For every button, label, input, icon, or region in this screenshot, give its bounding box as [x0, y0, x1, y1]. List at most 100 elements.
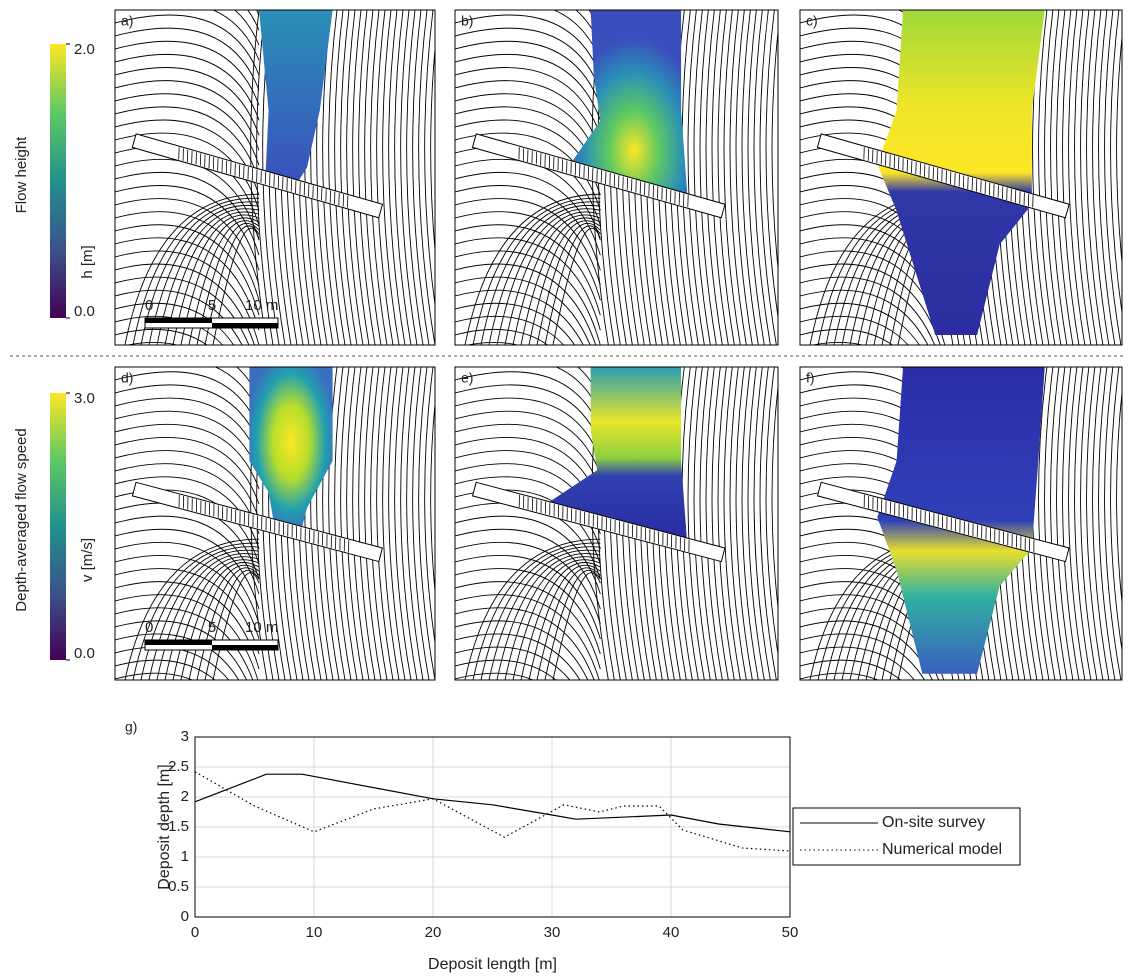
- barrier-hatch: [959, 520, 961, 533]
- contour: [212, 227, 260, 345]
- contour: [455, 250, 601, 345]
- contour: [741, 10, 759, 345]
- barrier-hatch: [566, 160, 568, 173]
- barrier-hatch: [945, 170, 947, 183]
- contour: [164, 211, 260, 345]
- contour: [800, 289, 929, 345]
- contour: [1080, 367, 1098, 680]
- contour: [1056, 367, 1074, 680]
- contour: [115, 289, 243, 345]
- contour: [575, 10, 601, 46]
- contour: [520, 562, 601, 680]
- barrier-hatch: [924, 164, 926, 177]
- contour: [370, 10, 388, 345]
- barrier-hatch: [675, 536, 677, 549]
- barrier-hatch: [928, 165, 930, 178]
- contour: [464, 538, 601, 680]
- barrier-hatch: [596, 169, 598, 182]
- contour: [480, 201, 601, 345]
- contour: [455, 263, 597, 345]
- barrier-hatch: [199, 153, 202, 166]
- contour: [455, 302, 576, 345]
- barrier-hatch: [666, 533, 668, 547]
- contour: [747, 367, 765, 680]
- barrier-hatch: [623, 522, 625, 535]
- barrier-hatch: [618, 175, 620, 188]
- barrier-hatch: [609, 172, 611, 186]
- contour: [412, 367, 430, 680]
- barrier-hatch: [299, 181, 301, 195]
- barrier-hatch: [678, 192, 680, 205]
- contour: [800, 302, 920, 345]
- barrier-hatch: [902, 158, 904, 171]
- barrier-hatch: [597, 515, 599, 528]
- barrier-hatch: [256, 515, 258, 529]
- barrier-hatch: [683, 193, 685, 207]
- contour: [234, 10, 260, 46]
- contour: [204, 225, 260, 345]
- panel-frame: [799, 366, 1123, 681]
- barrier-hatch: [518, 494, 520, 508]
- contour: [115, 211, 260, 301]
- contour: [765, 367, 778, 657]
- barrier: [816, 133, 1070, 219]
- barrier-hatch: [661, 187, 663, 200]
- y-tick-label: 1.5: [168, 818, 189, 835]
- contour: [115, 106, 260, 181]
- contour: [115, 659, 216, 680]
- contour: [784, 10, 800, 345]
- contour: [753, 10, 771, 345]
- barrier-hatch: [984, 181, 986, 194]
- y-tick-label: 2: [181, 788, 189, 805]
- barrier-body: [816, 481, 1070, 563]
- scale-bar: [145, 640, 212, 645]
- panel-label: e): [461, 370, 473, 386]
- contour: [115, 528, 260, 610]
- contour: [1104, 367, 1122, 680]
- barrier-hatch: [196, 499, 198, 512]
- contour: [132, 197, 260, 345]
- barrier-hatch: [312, 185, 314, 198]
- barrier-hatch: [1006, 187, 1008, 201]
- barrier-hatch: [282, 522, 284, 536]
- barrier-hatch: [971, 177, 973, 191]
- barrier-hatch: [269, 519, 271, 532]
- barrier-hatch: [985, 527, 987, 540]
- contour: [115, 54, 260, 121]
- contour: [455, 607, 595, 680]
- barrier-hatch: [635, 180, 637, 193]
- contour: [328, 367, 346, 680]
- barrier-hatch: [644, 182, 646, 196]
- barrier-hatch: [347, 195, 349, 208]
- barrier-hatch: [561, 159, 564, 172]
- scale-label: 10 m: [245, 619, 278, 636]
- contour: [115, 263, 255, 345]
- scale-label: 5: [208, 297, 216, 314]
- contour: [455, 10, 601, 61]
- barrier-hatch: [316, 186, 318, 200]
- scale-bar: [212, 323, 278, 328]
- contour: [115, 568, 260, 655]
- barrier-hatch: [994, 529, 996, 542]
- panel-label: f): [806, 370, 815, 386]
- scale-label: 5: [208, 619, 216, 636]
- contour: [512, 214, 601, 345]
- panel-label: d): [121, 370, 133, 386]
- barrier-hatch: [993, 183, 995, 197]
- barrier-hatch: [579, 164, 581, 177]
- contour: [115, 672, 194, 680]
- barrier: [131, 133, 384, 219]
- contour: [455, 132, 601, 211]
- barrier: [471, 133, 726, 219]
- contour: [536, 222, 601, 345]
- contour: [437, 10, 453, 345]
- barrier-hatch: [653, 530, 655, 543]
- barrier-hatch: [592, 167, 594, 181]
- contour: [455, 27, 601, 91]
- barrier-hatch: [338, 192, 340, 206]
- barrier-hatch: [523, 495, 525, 509]
- barrier-hatch: [326, 534, 328, 547]
- barrier-hatch: [553, 156, 555, 170]
- contour: [717, 367, 735, 680]
- contour: [115, 27, 260, 91]
